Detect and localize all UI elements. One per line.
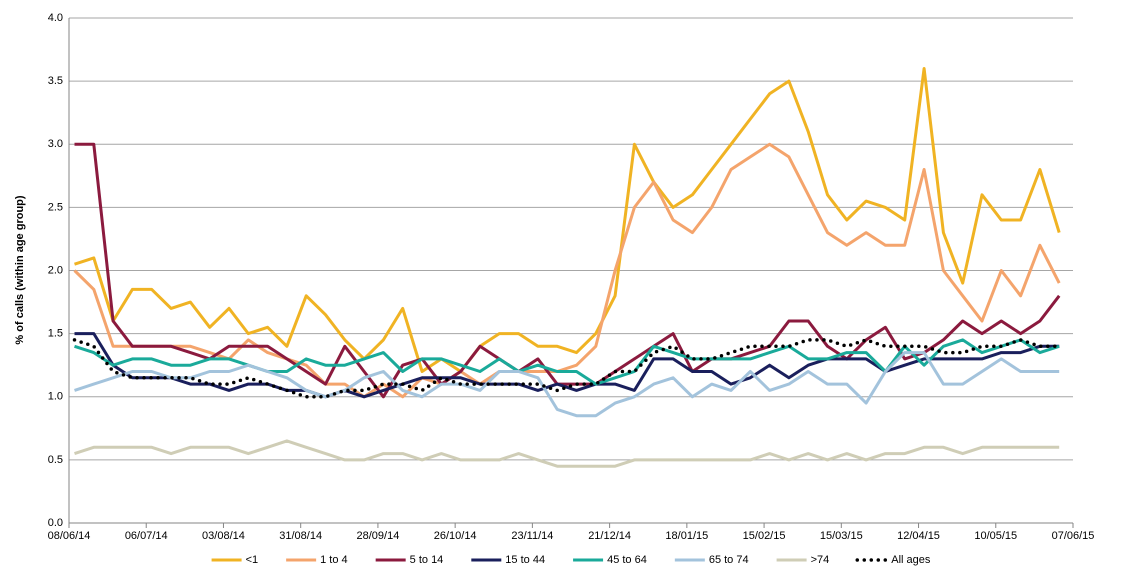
series-line xyxy=(74,142,1061,399)
x-tick-label: 07/06/15 xyxy=(1052,530,1095,542)
y-tick-label: 1.0 xyxy=(48,391,63,403)
x-tick-label: 10/05/15 xyxy=(974,530,1017,542)
x-tick-label: 26/10/14 xyxy=(434,530,477,542)
legend-label: >74 xyxy=(811,554,830,566)
x-tick-label: 18/01/15 xyxy=(665,530,708,542)
series-line xyxy=(74,351,1060,418)
x-tick-label: 15/03/15 xyxy=(820,530,863,542)
legend-label: 45 to 64 xyxy=(607,554,647,566)
x-tick-label: 23/11/14 xyxy=(511,530,553,542)
y-tick-label: 2.5 xyxy=(48,201,63,213)
y-tick-label: 3.5 xyxy=(48,75,63,87)
x-tick-label: 28/09/14 xyxy=(357,530,400,542)
series-line xyxy=(73,142,1061,399)
legend: <1 1 to 4 5 to 14 15 to 44 45 to 64 65 to 74 >… xyxy=(211,554,931,566)
legend-label: All ages xyxy=(891,554,931,566)
x-tick-label: 15/02/15 xyxy=(743,530,786,542)
legend-label: 5 to 14 xyxy=(410,554,444,566)
series-line xyxy=(74,338,1060,386)
legend-label: 1 to 4 xyxy=(320,554,348,566)
series-line xyxy=(74,332,1060,399)
y-tick-label: 4.0 xyxy=(48,12,63,24)
x-tick-label: 06/07/14 xyxy=(125,530,168,542)
x-tick-label: 03/08/14 xyxy=(202,530,245,542)
x-tick-label: 12/04/15 xyxy=(897,530,940,542)
series-line xyxy=(74,439,1060,468)
x-tick-label: 31/08/14 xyxy=(279,530,322,542)
legend-label: 15 to 44 xyxy=(505,554,545,566)
y-tick-label: 2.0 xyxy=(48,264,63,276)
y-tick-label: 0.0 xyxy=(48,517,63,529)
legend-label: 65 to 74 xyxy=(709,554,749,566)
y-tick-label: 0.5 xyxy=(48,454,63,466)
y-axis-label: % of calls (within age group) xyxy=(14,195,26,344)
legend-label: <1 xyxy=(246,554,259,566)
y-tick-label: 1.5 xyxy=(48,328,63,340)
x-tick-label: 08/06/14 xyxy=(48,530,91,542)
x-tick-label: 21/12/14 xyxy=(588,530,631,542)
series-line xyxy=(74,67,1061,373)
y-tick-label: 3.0 xyxy=(48,138,63,150)
